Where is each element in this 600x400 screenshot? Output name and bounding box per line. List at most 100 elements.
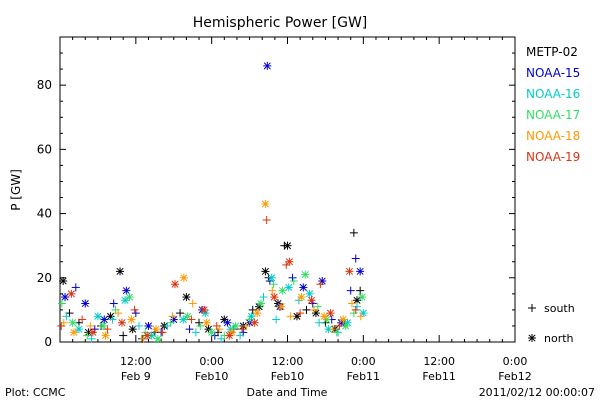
north-point [93, 312, 102, 321]
south-point [238, 325, 246, 334]
north-point [144, 321, 153, 330]
marker-stroke [116, 267, 124, 275]
north-point [116, 267, 125, 276]
generation-timestamp: 2011/02/12 00:00:07 [479, 386, 595, 399]
north-point [183, 312, 192, 321]
south-point [114, 309, 123, 318]
north-point [318, 277, 327, 285]
south-point [302, 305, 311, 314]
south-point [130, 305, 139, 314]
north-point [356, 267, 365, 276]
marker-stroke [152, 325, 160, 333]
south-point [158, 328, 167, 337]
south-point [176, 309, 185, 318]
north-point [353, 296, 362, 305]
marker-stroke [118, 319, 126, 327]
marker-stroke [143, 332, 151, 340]
north-point [341, 321, 350, 330]
x-axis-label: Date and Time [247, 386, 328, 399]
south-point [57, 299, 66, 308]
x-tick-label-date: Feb11 [422, 370, 455, 383]
north-point [231, 321, 240, 330]
marker-stroke [299, 283, 307, 291]
south-point [329, 325, 337, 334]
south-point [236, 331, 245, 340]
north-point [261, 267, 270, 276]
y-tick-label: 0 [44, 335, 52, 349]
south-point [168, 312, 177, 321]
marker-stroke [306, 290, 314, 298]
symbol-south-label: south [544, 302, 575, 315]
legend-entry: NOAA-15 [526, 66, 580, 80]
north-point [285, 257, 294, 266]
south-point [346, 286, 355, 295]
south-point [313, 302, 322, 311]
marker-stroke [232, 322, 240, 330]
marker-stroke [528, 334, 536, 342]
south-point [195, 318, 204, 327]
series-noaa-17 [57, 270, 367, 343]
north-point [267, 273, 276, 282]
marker-stroke [171, 280, 179, 288]
x-tick-label-time: 12:00 [272, 355, 304, 368]
south-point [108, 315, 117, 324]
marker-stroke [70, 328, 78, 336]
north-point [152, 325, 161, 334]
south-point [71, 283, 80, 292]
north-point [153, 334, 162, 343]
marker-stroke [339, 315, 347, 324]
south-point [353, 302, 362, 311]
marker-stroke [69, 319, 77, 327]
north-point [305, 289, 314, 298]
series-legend: METP-02 NOAA-15 NOAA-16 NOAA-17 NOAA-18 NOAA-… [526, 45, 580, 164]
marker-stroke [353, 296, 361, 304]
marker-stroke [325, 325, 333, 333]
south-point [103, 325, 112, 334]
south-point [268, 286, 277, 295]
x-tick-label-date: Feb 9 [121, 370, 151, 383]
south-point [139, 334, 148, 343]
marker-stroke [345, 267, 353, 275]
marker-stroke [278, 287, 286, 295]
north-point [143, 331, 152, 340]
marker-stroke [285, 283, 293, 291]
north-point [207, 328, 216, 337]
series-noaa-15 [61, 61, 365, 340]
north-point [284, 283, 293, 292]
marker-stroke [301, 271, 309, 279]
plot-credit: Plot: CCMC [5, 386, 66, 399]
marker-stroke [129, 325, 137, 333]
south-point [187, 315, 196, 324]
south-point [296, 309, 305, 318]
x-tick-label-time: 12:00 [120, 355, 152, 368]
north-point [67, 289, 76, 298]
x-tick-label-time: 0:00 [503, 355, 528, 368]
north-point [358, 293, 367, 302]
x-tick-label-date: Feb10 [195, 370, 228, 383]
south-point [349, 228, 358, 237]
south-point [286, 312, 295, 321]
x-tick-label-date: Feb10 [271, 370, 304, 383]
north-point [307, 296, 316, 305]
marker-stroke [293, 312, 301, 320]
north-point [171, 280, 180, 289]
south-point [248, 305, 257, 314]
legend-entry: NOAA-17 [526, 108, 580, 122]
south-point [87, 334, 96, 343]
south-point [265, 277, 274, 285]
north-point [270, 293, 279, 302]
marker-stroke [81, 299, 89, 308]
marker-stroke [170, 315, 178, 324]
south-point [259, 293, 268, 302]
marker-stroke [326, 309, 335, 317]
marker-stroke [100, 315, 108, 324]
x-tick-label-date: Feb11 [347, 370, 380, 383]
north-point [324, 325, 333, 334]
marker-stroke [179, 315, 187, 324]
north-point [179, 315, 188, 324]
legend-entry: NOAA-18 [526, 129, 580, 143]
y-tick-label: 80 [37, 78, 52, 92]
south-point [356, 312, 365, 321]
marker-stroke [270, 293, 278, 301]
x-tick-label-time: 0:00 [351, 355, 376, 368]
